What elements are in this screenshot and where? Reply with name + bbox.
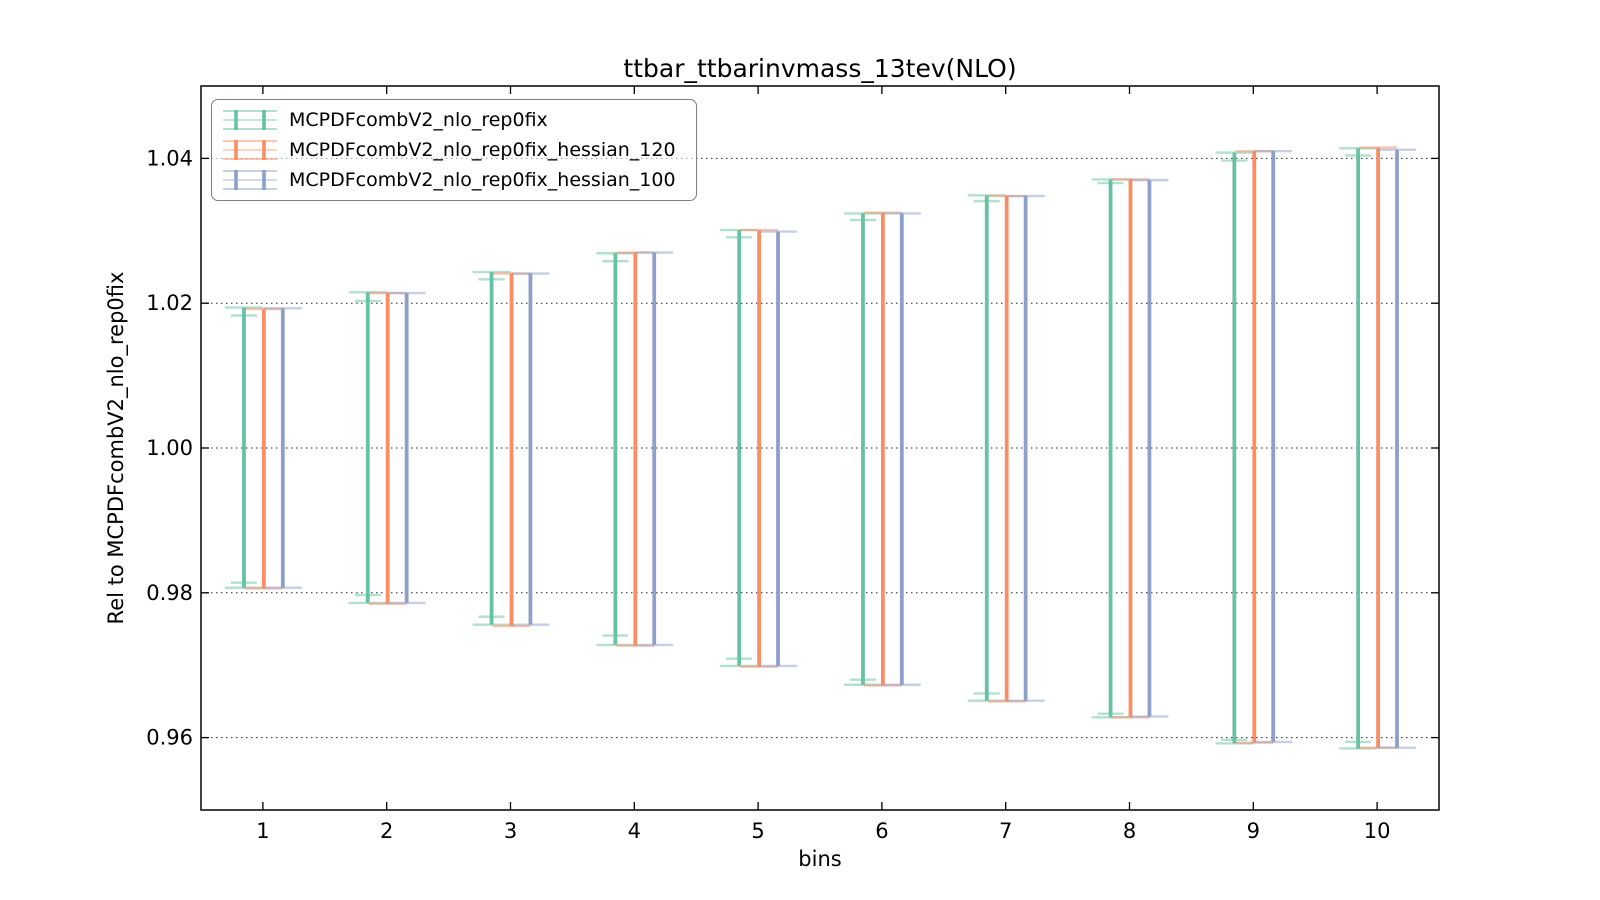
x-tick-label: 3 [504,819,517,843]
errorbar-key-icon [223,110,277,130]
x-axis-label: bins [798,847,841,871]
x-tick-label: 9 [1247,819,1260,843]
legend-item: MCPDFcombV2_nlo_rep0fix [221,108,686,132]
plot-frame [200,85,1440,811]
legend-item-label: MCPDFcombV2_nlo_rep0fix [289,108,548,131]
x-tick-label: 5 [751,819,764,843]
series-MCPDFcombV2_nlo_rep0fix [224,147,1378,750]
legend-item-label: MCPDFcombV2_nlo_rep0fix_hessian_120 [289,138,676,161]
x-tick-label: 10 [1364,819,1391,843]
series-MCPDFcombV2_nlo_rep0fix_hessian_100 [263,148,1417,749]
x-tick-label: 4 [628,819,641,843]
x-tick-label: 7 [999,819,1012,843]
errorbar-layer [224,146,1417,750]
legend-item: MCPDFcombV2_nlo_rep0fix_hessian_120 [221,138,686,162]
legend-item: MCPDFcombV2_nlo_rep0fix_hessian_100 [221,168,686,192]
y-tick-label: 0.96 [146,726,193,750]
legend: MCPDFcombV2_nlo_rep0fix MCPDFcombV2_nlo_… [211,99,697,201]
y-tick-label: 1.02 [146,291,193,315]
errorbar-key-icon [223,140,277,160]
x-tick-label: 2 [380,819,393,843]
x-tick-label: 1 [256,819,269,843]
legend-item-label: MCPDFcombV2_nlo_rep0fix_hessian_100 [289,168,676,191]
y-tick-label: 1.00 [146,436,193,460]
y-axis-label: Rel to MCPDFcombV2_nlo_rep0fix [104,272,129,625]
x-tick-label: 6 [875,819,888,843]
x-tick-label: 8 [1123,819,1136,843]
y-tick-label: 0.98 [146,581,193,605]
y-tick-label: 1.04 [146,146,193,170]
errorbar-key-icon [223,170,277,190]
axis-layer: 0.96 0.98 1.00 1.02 1.04 1 2 3 4 5 6 7 8 9 10 [146,85,1440,843]
chart-title: ttbar_ttbarinvmass_13tev(NLO) [623,54,1016,83]
series-MCPDFcombV2_nlo_rep0fix_hessian_120 [244,146,1398,749]
